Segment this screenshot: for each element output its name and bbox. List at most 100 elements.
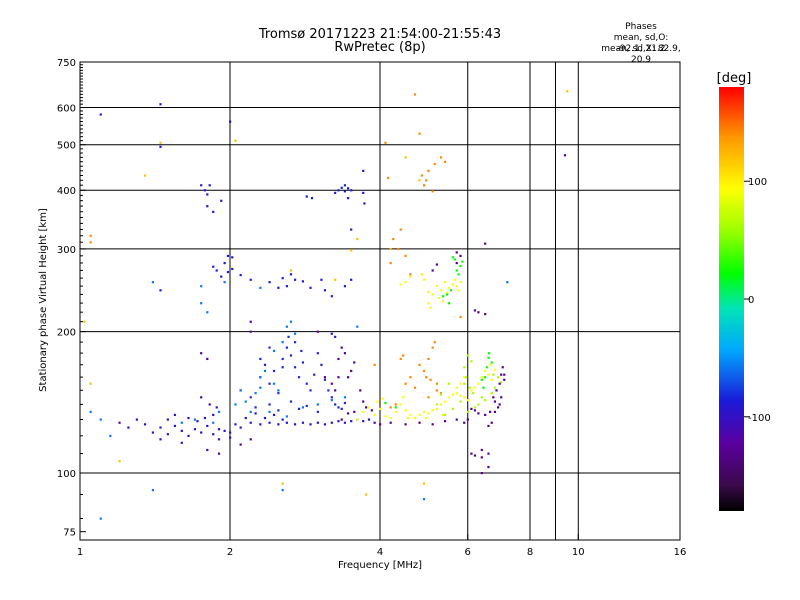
echo-point bbox=[151, 431, 155, 434]
echo-point bbox=[305, 404, 308, 408]
echo-point bbox=[259, 386, 262, 389]
echo-point bbox=[384, 415, 387, 418]
echo-point bbox=[386, 176, 390, 180]
echo-point bbox=[373, 413, 376, 417]
echo-point bbox=[220, 275, 223, 278]
echo-point bbox=[455, 269, 458, 272]
y-tick-label: 600 bbox=[57, 104, 76, 115]
echo-point bbox=[200, 352, 203, 355]
echo-point bbox=[409, 275, 412, 278]
echo-point bbox=[470, 407, 473, 410]
echo-point bbox=[173, 413, 177, 417]
echo-point bbox=[394, 403, 397, 406]
echo-point bbox=[285, 325, 288, 328]
echo-point bbox=[384, 141, 387, 144]
chart-title-line2: RwPretec (8p) bbox=[334, 40, 426, 55]
echo-point bbox=[362, 400, 365, 403]
echo-point bbox=[223, 281, 226, 284]
echo-point bbox=[281, 366, 284, 369]
echo-point bbox=[203, 416, 206, 420]
echo-point bbox=[330, 421, 333, 424]
echo-point bbox=[208, 403, 211, 406]
echo-point bbox=[215, 406, 218, 409]
echo-point bbox=[343, 190, 347, 193]
data-points bbox=[83, 90, 569, 520]
echo-point bbox=[289, 400, 293, 403]
echo-point bbox=[470, 360, 473, 363]
echo-point bbox=[330, 332, 333, 335]
echo-point bbox=[500, 381, 503, 384]
echo-point bbox=[293, 278, 297, 281]
echo-point bbox=[234, 403, 237, 406]
echo-point bbox=[268, 403, 271, 406]
echo-point bbox=[409, 273, 412, 276]
echo-point bbox=[402, 354, 405, 357]
x-axis-label: Frequency [MHz] bbox=[338, 560, 422, 571]
echo-point bbox=[254, 406, 257, 409]
echo-point bbox=[297, 376, 301, 379]
echo-point bbox=[389, 421, 392, 424]
echo-point bbox=[289, 269, 293, 272]
echo-point bbox=[500, 396, 503, 399]
echo-point bbox=[200, 285, 203, 288]
echo-point bbox=[337, 376, 340, 379]
echo-point bbox=[118, 460, 121, 463]
echo-point bbox=[487, 452, 490, 455]
echo-point bbox=[340, 418, 343, 421]
echo-point bbox=[459, 400, 462, 403]
y-tick-label: 500 bbox=[57, 141, 76, 152]
echo-point bbox=[143, 423, 147, 426]
echo-point bbox=[330, 399, 333, 402]
echo-point bbox=[244, 400, 247, 403]
echo-point bbox=[439, 156, 443, 159]
echo-point bbox=[268, 421, 271, 424]
echo-point bbox=[263, 363, 267, 366]
echo-point bbox=[420, 273, 423, 276]
echo-point bbox=[451, 393, 455, 396]
echo-point bbox=[490, 361, 493, 364]
echo-point bbox=[231, 267, 234, 271]
echo-point bbox=[343, 184, 347, 187]
echo-point bbox=[435, 403, 438, 406]
echo-point bbox=[206, 193, 209, 196]
echo-point bbox=[427, 169, 430, 172]
echo-point bbox=[488, 352, 491, 355]
echo-point bbox=[389, 416, 392, 420]
echo-point bbox=[439, 393, 443, 396]
x-tick-label: 4 bbox=[377, 547, 383, 558]
echo-point bbox=[343, 396, 347, 399]
echo-point bbox=[289, 273, 293, 276]
echo-point bbox=[453, 258, 456, 261]
echo-point bbox=[212, 421, 215, 424]
echo-point bbox=[466, 399, 469, 402]
echo-point bbox=[263, 416, 267, 420]
echo-point bbox=[473, 386, 477, 389]
echo-point bbox=[418, 421, 421, 424]
echo-point bbox=[473, 406, 477, 409]
echo-point bbox=[427, 412, 430, 415]
echo-point bbox=[379, 423, 382, 426]
echo-point bbox=[422, 482, 426, 485]
echo-point bbox=[159, 141, 162, 144]
x-tick-label: 8 bbox=[527, 547, 533, 558]
echo-point bbox=[409, 413, 412, 417]
echo-point bbox=[489, 410, 492, 413]
echo-point bbox=[453, 278, 456, 281]
echo-point bbox=[445, 293, 449, 296]
x-tick-label: 16 bbox=[674, 547, 687, 558]
echo-point bbox=[346, 376, 350, 379]
echo-point bbox=[472, 392, 475, 395]
echo-point bbox=[457, 273, 460, 276]
echo-point bbox=[337, 189, 340, 192]
echo-point bbox=[425, 376, 428, 379]
echo-point bbox=[229, 436, 232, 439]
echo-point bbox=[399, 283, 402, 286]
echo-point bbox=[180, 429, 183, 432]
echo-point bbox=[239, 426, 242, 429]
echo-point bbox=[384, 401, 387, 405]
colorbar-unit-label: [deg] bbox=[717, 71, 752, 86]
echo-point bbox=[287, 335, 290, 338]
echo-point bbox=[418, 363, 421, 366]
echo-point bbox=[226, 254, 230, 258]
echo-point bbox=[495, 389, 498, 392]
